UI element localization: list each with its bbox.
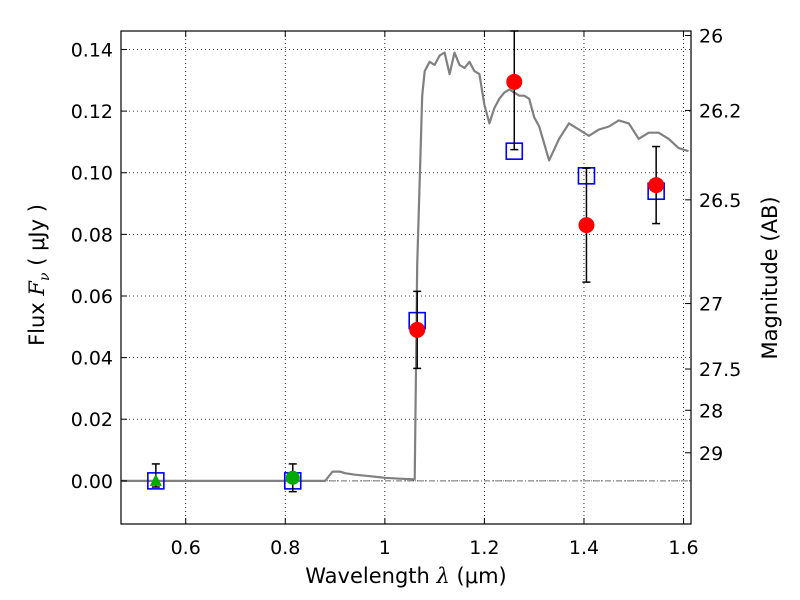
y2-tick-label: 27 (699, 294, 723, 316)
y-tick-label: 0.14 (71, 39, 113, 61)
x-tick-label: 1.4 (569, 537, 599, 559)
y-tick-label: 0.02 (71, 409, 113, 431)
y-tick-label: 0.04 (71, 348, 113, 370)
y-tick-label: 0.12 (71, 101, 113, 123)
axis-ticks: 0.6 0.8 1 1.2 1.4 1.6 0.00 0.02 0.04 0.06 0.08 0.10… (71, 25, 742, 559)
observed-detection-marker (506, 73, 523, 90)
model-sed-curve (121, 51, 689, 482)
x-tick-label: 0.6 (171, 537, 201, 559)
y-tick-label: 0.08 (71, 224, 113, 246)
y2-tick-label: 26 (699, 25, 723, 47)
y-tick-label: 0.00 (71, 471, 113, 493)
y-tick-label: 0.10 (71, 163, 113, 185)
y2-tick-label: 26.5 (699, 190, 741, 212)
y-tick-label: 0.06 (71, 286, 113, 308)
x-tick-label: 0.8 (270, 537, 300, 559)
y-axis-label: Flux Fν ( μJy ) (25, 204, 53, 346)
x-tick-label: 1.6 (668, 537, 698, 559)
grid (121, 31, 691, 524)
x-tick-label: 1 (379, 537, 391, 559)
observed-detection-marker (409, 321, 426, 338)
y2-tick-label: 26.2 (699, 100, 741, 122)
y2-axis-label: Magnitude (AB) (758, 196, 782, 359)
y2-tick-label: 28 (699, 400, 723, 422)
plot-frame (120, 30, 692, 525)
photometry-points (147, 30, 665, 493)
observed-detection-marker (578, 217, 595, 234)
y2-tick-label: 29 (699, 443, 723, 465)
optical-triangle-marker (149, 473, 162, 486)
observed-detection-marker (648, 177, 665, 194)
x-tick-label: 1.2 (469, 537, 499, 559)
y2-tick-label: 27.5 (699, 359, 741, 381)
x-axis-label: Wavelength λ (μm) (305, 564, 506, 588)
model-sed-curve-group (121, 51, 689, 482)
optical-circle-marker (285, 470, 300, 485)
